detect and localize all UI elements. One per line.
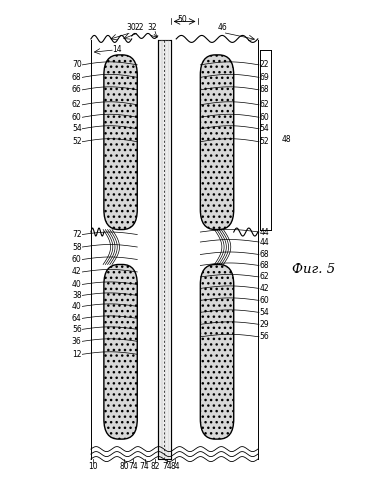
FancyBboxPatch shape (158, 40, 171, 459)
Text: 68: 68 (260, 85, 269, 94)
Text: 44: 44 (260, 238, 269, 247)
Text: 60: 60 (72, 113, 82, 122)
Text: 68: 68 (260, 261, 269, 270)
Text: 42: 42 (260, 284, 269, 293)
Text: 30: 30 (127, 23, 137, 32)
Text: 50: 50 (177, 15, 187, 24)
Text: 46: 46 (218, 23, 227, 32)
Text: 62: 62 (72, 100, 82, 109)
Text: 62: 62 (260, 272, 269, 281)
Text: Фиг. 5: Фиг. 5 (292, 263, 335, 276)
Text: 74: 74 (140, 462, 150, 471)
Text: 42: 42 (72, 267, 82, 276)
Text: 40: 40 (72, 302, 82, 311)
Text: 38: 38 (72, 291, 82, 300)
FancyBboxPatch shape (200, 264, 234, 439)
Text: 52: 52 (72, 137, 82, 146)
Text: 68: 68 (72, 73, 82, 82)
Text: 54: 54 (72, 124, 82, 133)
Text: 68: 68 (260, 250, 269, 259)
Text: 48: 48 (282, 135, 292, 144)
Text: 40: 40 (72, 280, 82, 289)
Text: 52: 52 (260, 137, 269, 146)
Text: 54: 54 (260, 124, 269, 133)
Text: 82: 82 (150, 462, 160, 471)
Text: 32: 32 (147, 23, 157, 32)
Text: 22: 22 (134, 23, 144, 32)
Text: 80: 80 (119, 462, 129, 471)
Text: 69: 69 (260, 73, 269, 82)
Text: 56: 56 (72, 325, 82, 334)
Text: 72: 72 (72, 230, 82, 239)
Text: 64: 64 (72, 314, 82, 323)
Text: 54: 54 (260, 308, 269, 317)
Text: 58: 58 (72, 243, 82, 251)
Text: 60: 60 (260, 296, 269, 305)
Text: 74: 74 (128, 462, 138, 471)
Text: 12: 12 (72, 350, 82, 359)
Text: 66: 66 (72, 85, 82, 94)
Text: 22: 22 (260, 60, 269, 69)
Text: 44: 44 (260, 228, 269, 237)
FancyBboxPatch shape (104, 55, 137, 230)
Text: 74: 74 (162, 462, 172, 471)
Text: 62: 62 (260, 100, 269, 109)
Text: 10: 10 (88, 462, 98, 471)
Text: 56: 56 (260, 332, 269, 341)
Text: 29: 29 (260, 320, 269, 329)
Text: 84: 84 (170, 462, 180, 471)
FancyBboxPatch shape (200, 55, 234, 230)
FancyBboxPatch shape (104, 264, 137, 439)
Text: 36: 36 (72, 337, 82, 346)
Text: 60: 60 (260, 113, 269, 122)
Text: 14: 14 (112, 45, 122, 54)
Text: 60: 60 (72, 255, 82, 264)
Text: 70: 70 (72, 60, 82, 69)
